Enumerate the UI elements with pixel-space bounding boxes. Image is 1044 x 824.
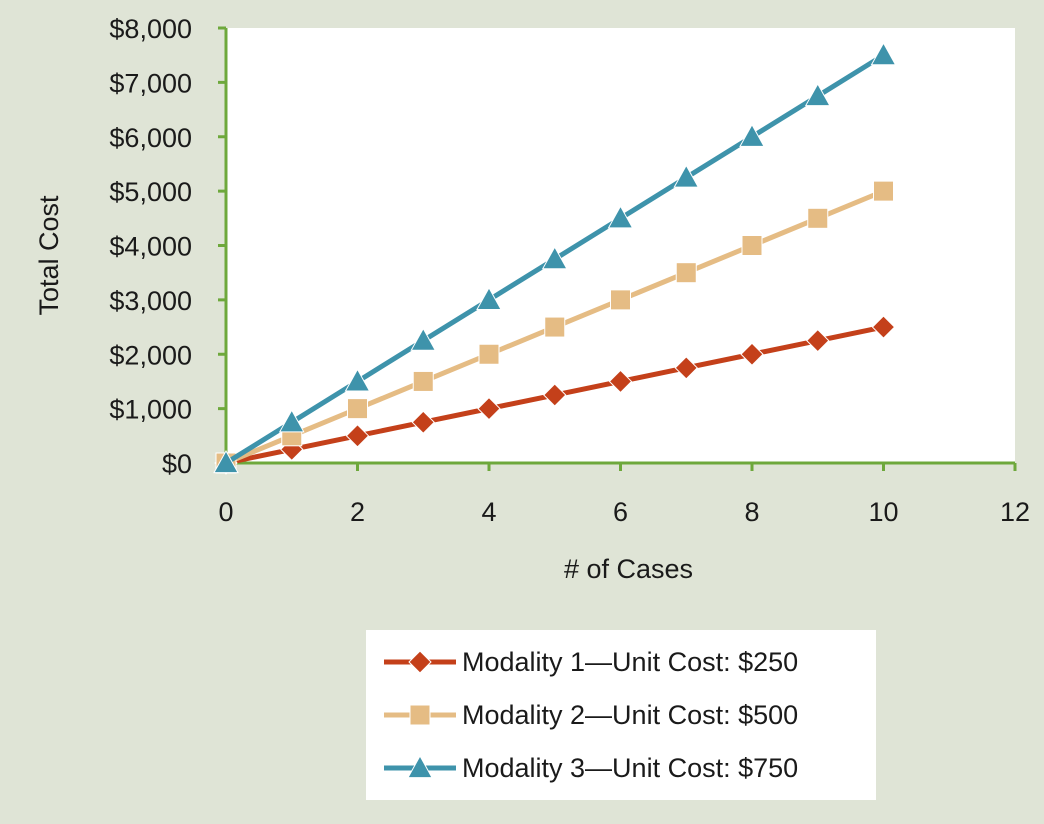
data-point-triangle — [476, 286, 502, 310]
data-point-triangle — [344, 368, 371, 392]
data-point-square — [873, 180, 894, 202]
data-point-square — [610, 289, 631, 311]
data-point-triangle — [213, 449, 239, 474]
y-tick-label: $6,000 — [109, 123, 192, 153]
legend-swatch-diamond — [384, 650, 456, 674]
data-point-triangle — [541, 246, 568, 270]
data-point-square — [675, 262, 697, 284]
data-point-diamond — [477, 396, 501, 421]
data-point-diamond — [411, 410, 435, 434]
legend-item-modality-2: Modality 2—Unit Cost: $500 — [380, 695, 798, 735]
y-tick-label: $0 — [162, 449, 192, 479]
data-point-triangle — [739, 123, 765, 147]
x-tick-label: 12 — [1000, 497, 1030, 527]
data-point-diamond — [543, 383, 567, 407]
data-point-square — [478, 343, 500, 365]
data-point-square — [741, 235, 763, 256]
y-tick-label: $8,000 — [109, 14, 192, 44]
x-tick-label: 10 — [868, 497, 898, 527]
x-tick-label: 4 — [481, 497, 496, 527]
plot-area — [226, 28, 1015, 463]
data-point-square — [412, 370, 434, 392]
y-tick-label: $2,000 — [109, 340, 192, 370]
legend-label-modality-2: Modality 2—Unit Cost: $500 — [462, 699, 799, 730]
y-axis-title: Total Cost — [34, 195, 64, 316]
data-point-triangle — [673, 164, 700, 188]
legend-marker-triangle — [407, 754, 433, 779]
data-point-triangle — [607, 205, 634, 229]
legend-marker-diamond — [408, 650, 432, 674]
y-tick-label: $3,000 — [109, 286, 192, 316]
tick-labels: 0 2 4 6 8 10 12 $0 $1,000 $2,000 $3,000 $4,000 $5,00… — [109, 14, 1030, 527]
series-3 — [213, 42, 897, 474]
legend-swatch-square — [384, 704, 456, 726]
data-point-diamond — [806, 328, 830, 353]
data-point-triangle — [870, 42, 897, 66]
data-point-square — [347, 398, 368, 420]
data-point-square — [807, 207, 829, 229]
legend-swatch-triangle — [384, 754, 456, 779]
x-tick-label: 8 — [744, 497, 759, 527]
legend: Modality 1—Unit Cost: $250 Modality 2—Un… — [366, 630, 876, 800]
data-point-diamond — [674, 356, 698, 380]
data-point-triangle — [804, 82, 831, 107]
y-tick-label: $7,000 — [109, 68, 192, 98]
legend-item-modality-1: Modality 1—Unit Cost: $250 — [380, 642, 798, 682]
x-tick-label: 6 — [613, 497, 628, 527]
data-point-diamond — [608, 369, 633, 394]
y-tick-label: $1,000 — [109, 395, 192, 425]
data-point-diamond — [740, 342, 764, 366]
series-layer — [213, 42, 897, 475]
data-point-diamond — [871, 315, 896, 339]
x-tick-label: 0 — [218, 497, 233, 527]
legend-label-modality-3: Modality 3—Unit Cost: $750 — [462, 752, 799, 783]
legend-label-modality-1: Modality 1—Unit Cost: $250 — [462, 646, 799, 677]
data-point-triangle — [410, 327, 437, 351]
data-point-square — [544, 316, 566, 338]
data-point-diamond — [345, 424, 370, 448]
legend-marker-square — [409, 704, 431, 726]
x-axis-title: # of Cases — [564, 554, 693, 584]
y-tick-label: $5,000 — [109, 177, 192, 207]
y-tick-label: $4,000 — [109, 232, 192, 262]
data-point-triangle — [278, 409, 305, 433]
legend-item-modality-3: Modality 3—Unit Cost: $750 — [380, 748, 798, 788]
x-tick-label: 2 — [350, 497, 365, 527]
